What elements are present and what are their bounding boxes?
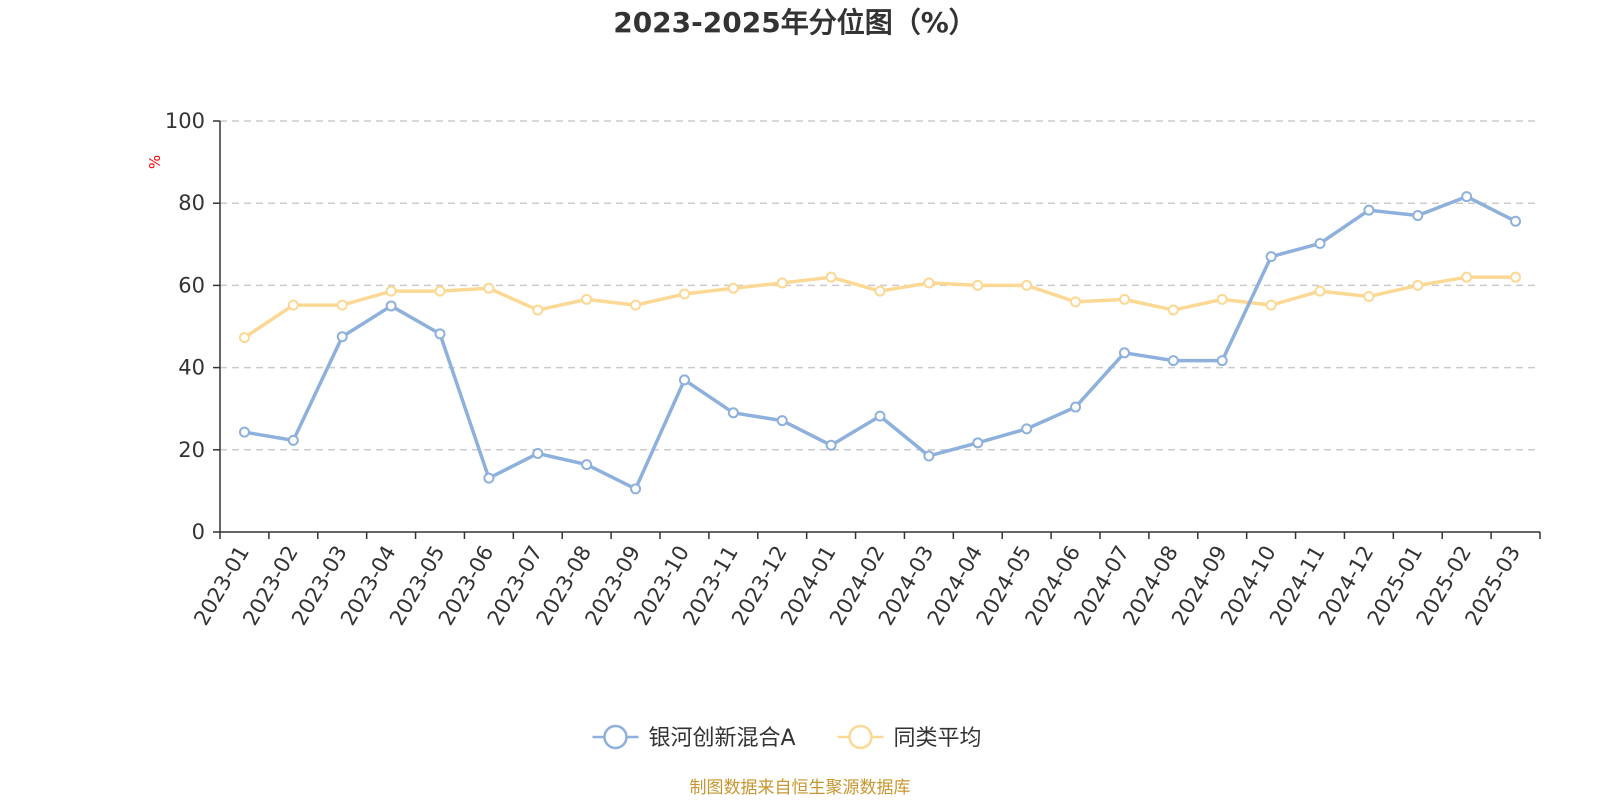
data-point bbox=[923, 450, 935, 462]
data-point bbox=[385, 300, 397, 312]
data-point bbox=[678, 288, 690, 300]
data-point bbox=[727, 407, 739, 419]
data-point bbox=[678, 374, 690, 386]
legend-item-1[interactable]: 银河创新混合A bbox=[592, 724, 796, 751]
data-point bbox=[581, 293, 593, 305]
data-point bbox=[972, 437, 984, 449]
y-tick-label: 0 bbox=[192, 520, 205, 544]
data-point bbox=[385, 285, 397, 297]
data-point bbox=[1265, 299, 1277, 311]
data-point bbox=[1021, 279, 1033, 291]
source-note: 制图数据来自恒生聚源数据库 bbox=[690, 778, 911, 798]
data-point bbox=[1167, 304, 1179, 316]
series-line bbox=[244, 194, 1517, 491]
data-point bbox=[1314, 237, 1326, 249]
y-tick-label: 20 bbox=[178, 438, 205, 462]
legend-item-2[interactable]: 同类平均 bbox=[837, 724, 982, 751]
data-point bbox=[1118, 347, 1130, 359]
data-point bbox=[1021, 423, 1033, 435]
data-point bbox=[1363, 290, 1375, 302]
data-point bbox=[1216, 293, 1228, 305]
axes: 0204060801002023-012023-022023-032023-04… bbox=[165, 109, 1541, 629]
data-point bbox=[581, 459, 593, 471]
data-point bbox=[483, 282, 495, 294]
grid-lines bbox=[220, 120, 1540, 451]
data-point bbox=[1118, 293, 1130, 305]
legend[interactable]: 银河创新混合A 同类平均 bbox=[592, 724, 982, 751]
y-tick-label: 60 bbox=[178, 273, 205, 297]
data-point bbox=[434, 328, 446, 340]
data-point bbox=[1412, 210, 1424, 222]
chart-title: 2023-2025年分位图（%） bbox=[613, 6, 977, 39]
data-point bbox=[630, 299, 642, 311]
y-tick-label: 80 bbox=[178, 191, 205, 215]
data-point bbox=[336, 299, 348, 311]
data-point bbox=[776, 415, 788, 427]
data-point bbox=[336, 331, 348, 343]
legend-label: 同类平均 bbox=[894, 726, 982, 751]
series-1 bbox=[238, 191, 1522, 495]
data-point bbox=[434, 285, 446, 297]
data-point bbox=[287, 434, 299, 446]
y-tick-label: 40 bbox=[178, 356, 205, 380]
data-point bbox=[1461, 271, 1473, 283]
data-point bbox=[923, 277, 935, 289]
data-point bbox=[532, 447, 544, 459]
data-point bbox=[1070, 401, 1082, 413]
data-point bbox=[1412, 279, 1424, 291]
data-point bbox=[874, 285, 886, 297]
data-point bbox=[287, 299, 299, 311]
data-point bbox=[776, 277, 788, 289]
data-point bbox=[483, 472, 495, 484]
data-point bbox=[1167, 355, 1179, 367]
data-point bbox=[825, 439, 837, 451]
data-point bbox=[1461, 191, 1473, 203]
data-point bbox=[532, 304, 544, 316]
data-point bbox=[727, 282, 739, 294]
data-point bbox=[874, 410, 886, 422]
data-point bbox=[238, 332, 250, 344]
y-tick-label: 100 bbox=[165, 109, 205, 133]
data-point bbox=[1314, 285, 1326, 297]
data-point bbox=[1363, 204, 1375, 216]
series-layer bbox=[238, 191, 1522, 495]
legend-marker-icon bbox=[603, 724, 628, 750]
y-axis-unit: % bbox=[146, 155, 164, 169]
data-point bbox=[972, 279, 984, 291]
data-point bbox=[1510, 215, 1522, 227]
legend-label: 银河创新混合A bbox=[649, 726, 796, 751]
data-point bbox=[825, 271, 837, 283]
data-point bbox=[238, 426, 250, 438]
data-point bbox=[1510, 271, 1522, 283]
data-point bbox=[1070, 296, 1082, 308]
data-point bbox=[630, 483, 642, 495]
data-point bbox=[1265, 251, 1277, 263]
legend-marker-icon bbox=[848, 724, 873, 750]
data-point bbox=[1216, 355, 1228, 367]
series-2 bbox=[238, 271, 1522, 344]
